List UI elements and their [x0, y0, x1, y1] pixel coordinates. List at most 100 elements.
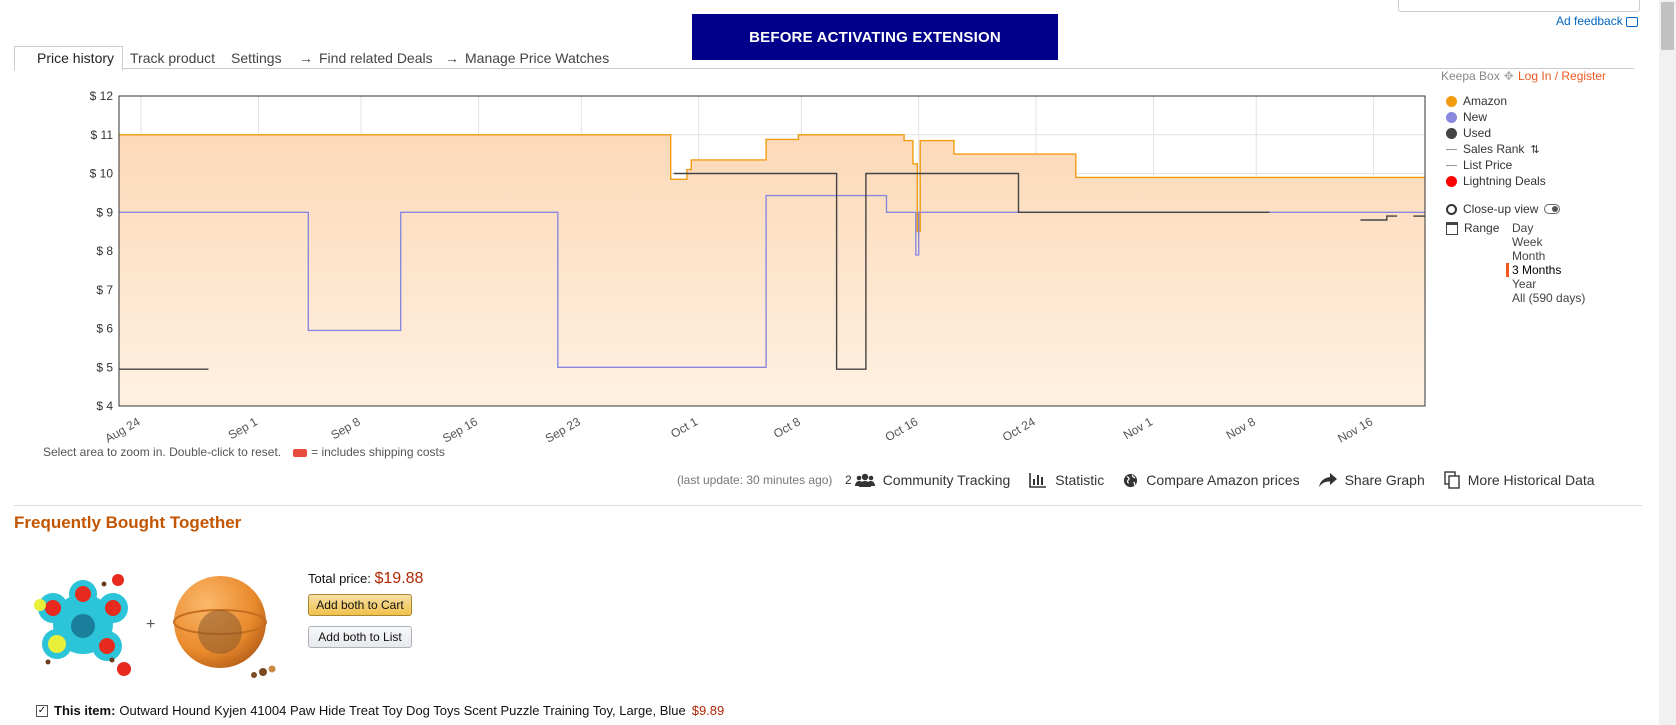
add-both-to-cart-button[interactable]: Add both to Cart [308, 594, 412, 616]
this-item-name: Outward Hound Kyjen 41004 Paw Hide Treat… [119, 703, 686, 718]
new-dot-icon [1446, 111, 1457, 123]
y-tick-label: $ 12 [90, 89, 114, 103]
plus-sign: + [146, 616, 156, 633]
range-option-day[interactable]: Day [1512, 221, 1534, 235]
y-tick-label: $ 9 [96, 205, 113, 219]
x-tick-label: Oct 8 [771, 414, 803, 441]
x-tick-label: Oct 24 [1000, 414, 1038, 444]
y-tick-label: $ 10 [90, 167, 114, 181]
used-dot-icon [1446, 127, 1457, 139]
keepa-box-link[interactable]: Keepa Box ✥ [1441, 69, 1518, 83]
copy-icon [1444, 471, 1460, 489]
keepa-tab-bar: Price history Track product Settings → Fi… [14, 46, 1634, 71]
section-divider [14, 505, 1642, 506]
legend-label: Used [1463, 126, 1492, 140]
tab-price-history[interactable]: Price history [14, 46, 124, 71]
arrow-right-icon: → [445, 50, 459, 66]
this-item-label: This item: [54, 703, 116, 718]
this-item-checkbox[interactable]: ✓ [36, 704, 48, 717]
legend-item-lightning-deals[interactable]: Lightning Deals [1446, 173, 1636, 189]
total-price-label: Total price: [308, 571, 371, 586]
series-line-amazon [119, 134, 1425, 233]
x-tick-label: Sep 16 [440, 414, 480, 445]
community-tracking-button[interactable]: 2 Community Tracking [845, 472, 1010, 488]
toggle-switch[interactable] [1544, 204, 1561, 214]
series-line-used [1360, 215, 1398, 221]
x-tick-label: Oct 16 [883, 414, 921, 444]
legend-label: Sales Rank [1463, 142, 1525, 156]
range-option-week[interactable]: Week [1512, 235, 1543, 249]
range-option-all[interactable]: All (590 days) [1512, 291, 1586, 305]
magnifier-icon [1446, 203, 1457, 215]
share-graph-button[interactable]: Share Graph [1318, 472, 1425, 488]
y-tick-label: $ 11 [91, 128, 114, 142]
share-label: Share Graph [1344, 472, 1425, 488]
more-data-label: More Historical Data [1467, 472, 1595, 488]
x-tick-label: Aug 24 [103, 414, 143, 445]
compare-label: Compare Amazon prices [1146, 472, 1300, 488]
series-line-new [119, 194, 1425, 368]
scrollbar[interactable] [1659, 0, 1676, 725]
legend-item-new[interactable]: New [1446, 109, 1636, 125]
range-option-3-months[interactable]: 3 Months [1506, 263, 1585, 277]
compare-prices-button[interactable]: Compare Amazon prices [1123, 472, 1300, 488]
legend-item-list-price[interactable]: List Price [1446, 157, 1636, 173]
x-tick-label: Sep 8 [328, 414, 362, 442]
tab-label: Price history [37, 50, 115, 66]
zoom-hint-text: Select area to zoom in. Double-click to … [43, 445, 282, 459]
range-options: Day Week Month 3 Months Year All (590 da… [1506, 221, 1586, 305]
y-tick-label: $ 7 [96, 283, 113, 297]
scrollbar-thumb[interactable] [1661, 2, 1674, 50]
series-line-used [673, 172, 1270, 370]
y-tick-label: $ 6 [96, 322, 113, 336]
amazon-dot-icon [1446, 95, 1457, 107]
keepa-box-label: Keepa Box [1441, 69, 1500, 83]
price-history-chart[interactable]: $ 12 $ 11 $ 10 $ 9 $ 8 $ 7 $ 6 $ 5 $ 4 Aug 24 Sep… [0, 80, 1440, 450]
tab-find-related-deals[interactable]: → Find related Deals [299, 50, 433, 66]
statistic-button[interactable]: Statistic [1029, 472, 1104, 488]
tab-label: Manage Price Watches [465, 50, 610, 66]
closeup-label: Close-up view [1463, 202, 1539, 216]
add-cart-label: Add both to Cart [316, 598, 404, 612]
calendar-icon [1446, 221, 1458, 235]
y-tick-label: $ 5 [96, 360, 113, 374]
speech-bubble-icon [1625, 16, 1638, 27]
closeup-view-toggle[interactable]: Close-up view [1446, 202, 1561, 216]
more-historical-data-button[interactable]: More Historical Data [1444, 471, 1595, 489]
ad-feedback-link[interactable]: Ad feedback [1556, 14, 1638, 28]
globe-icon [1124, 473, 1138, 487]
range-option-month[interactable]: Month [1512, 249, 1546, 263]
tab-manage-price-watches[interactable]: → Manage Price Watches [445, 50, 609, 66]
arrow-right-icon: → [299, 50, 313, 66]
chart-fill [119, 134, 1425, 407]
tab-settings[interactable]: Settings [231, 50, 282, 66]
legend-label: Amazon [1463, 94, 1508, 108]
last-update-text: (last update: 30 minutes ago) [677, 473, 833, 487]
series-area-amazon [119, 134, 1425, 407]
x-tick-label: Nov 1 [1121, 414, 1155, 442]
chart-toolbar: 2 Community Tracking Statistic Compare A… [845, 471, 1614, 489]
total-price-value: $19.88 [374, 570, 424, 587]
move-icon: ✥ [1503, 69, 1514, 83]
add-both-to-list-button[interactable]: Add both to List [308, 626, 412, 648]
login-register-link[interactable]: Log In / Register [1518, 69, 1606, 83]
add-list-label: Add both to List [318, 630, 402, 644]
fbt-title: Frequently Bought Together [14, 513, 242, 532]
y-tick-label: $ 8 [96, 244, 113, 258]
x-axis-ticks: Aug 24 Sep 1 Sep 8 Sep 16 Sep 23 Oct 1 Oct 8 Oc… [103, 414, 1376, 445]
range-option-year[interactable]: Year [1512, 277, 1537, 291]
share-icon [1318, 472, 1337, 487]
legend-item-sales-rank[interactable]: Sales Rank ⇅ [1446, 141, 1636, 157]
legend-item-amazon[interactable]: Amazon [1446, 93, 1636, 109]
product-image-paw-toy[interactable] [28, 570, 138, 680]
tab-track-product[interactable]: Track product [130, 50, 215, 66]
search-box[interactable] [1398, 0, 1640, 12]
legend-label: New [1463, 110, 1488, 124]
product-image-treat-ball[interactable] [168, 572, 286, 684]
y-tick-label: $ 4 [96, 399, 113, 413]
x-tick-label: Nov 16 [1335, 414, 1375, 445]
bar-chart-icon [1029, 473, 1047, 488]
banner-text: BEFORE ACTIVATING EXTENSION [749, 28, 1001, 46]
legend-item-used[interactable]: Used [1446, 125, 1636, 141]
line-icon [1446, 164, 1457, 166]
